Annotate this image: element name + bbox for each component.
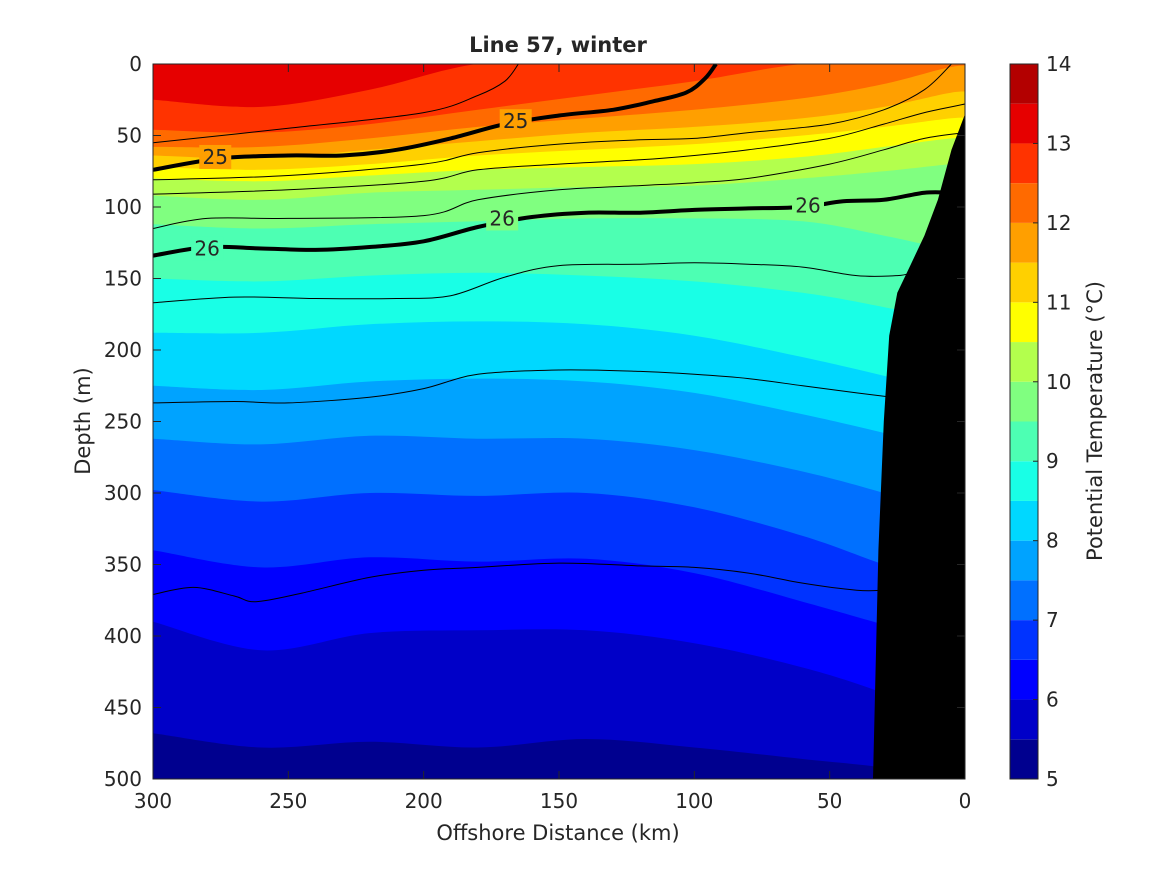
isopycnal-line-bold: [153, 190, 952, 258]
y-tick-label: 350: [104, 553, 142, 577]
y-tick-label: 500: [104, 767, 142, 791]
isopycnal-line: [153, 64, 952, 181]
colorbar-swatch: [1010, 342, 1038, 382]
colorbar-swatch: [1010, 500, 1038, 541]
y-tick-label: 250: [104, 410, 142, 434]
isopycnal-label: 26: [194, 236, 219, 260]
y-axis-label: Depth (m): [71, 367, 95, 474]
colorbar-tick-label: 5: [1046, 767, 1059, 791]
colorbar-tick-label: 9: [1046, 449, 1059, 473]
y-tick-label: 0: [129, 52, 142, 76]
isopycnal-label: 26: [489, 206, 514, 230]
colorbar-swatch: [1010, 222, 1038, 263]
y-tick-label: 100: [104, 195, 142, 219]
x-tick-label: 150: [540, 789, 578, 813]
x-axis-label: Offshore Distance (km): [436, 821, 679, 845]
x-tick-label: 0: [959, 789, 972, 813]
colorbar-tick-label: 13: [1046, 131, 1071, 155]
y-tick-label: 400: [104, 624, 142, 648]
x-tick-label: 250: [269, 789, 307, 813]
x-axis-ticks: 300 250 200 150 100 50 0: [134, 64, 971, 813]
x-tick-label: 50: [817, 789, 842, 813]
y-tick-label: 50: [117, 124, 142, 148]
colorbar-swatch: [1010, 381, 1038, 422]
isopycnal-line: [153, 562, 884, 603]
colorbar-swatch: [1010, 580, 1038, 621]
y-tick-label: 150: [104, 267, 142, 291]
isopycnal-line: [153, 262, 912, 304]
y-axis-ticks: 0 50 100 150 200 250 300 350 400 450 500: [104, 52, 965, 791]
colorbar-swatch: [1010, 699, 1038, 740]
chart-title: Line 57, winter: [469, 33, 647, 57]
isopycnal-line: [153, 132, 965, 229]
plot-area: 25 25 26 26 26: [153, 64, 965, 779]
colorbar-swatch: [1010, 620, 1038, 660]
isopycnal-label: 25: [203, 145, 228, 169]
colorbar-label: Potential Temperature (°C): [1083, 281, 1107, 561]
isopycnal-label: 26: [795, 194, 820, 218]
colorbar-swatch: [1010, 421, 1038, 462]
colorbar-tick-label: 6: [1046, 688, 1059, 712]
colorbar-tick-label: 12: [1046, 211, 1071, 235]
colorbar-swatch: [1010, 143, 1038, 184]
colorbar-frame: [1009, 63, 1039, 780]
y-tick-label: 300: [104, 481, 142, 505]
y-tick-label: 450: [104, 696, 142, 720]
colorbar-swatch: [1010, 659, 1038, 700]
colorbar-swatch: [1010, 540, 1038, 581]
colorbar-swatch: [1010, 262, 1038, 303]
isopycnal-line: [153, 103, 965, 195]
temperature-band: [153, 64, 965, 108]
colorbar-swatch: [1010, 64, 1038, 104]
colorbar-ticks: 5 6 7 8 9 10 11 12 13 14: [1033, 52, 1071, 791]
colorbar-tick-label: 7: [1046, 608, 1059, 632]
x-tick-label: 300: [134, 789, 172, 813]
colorbar-tick-label: 14: [1046, 52, 1071, 76]
colorbar-swatch: [1010, 103, 1038, 144]
colorbar-tick-label: 10: [1046, 370, 1071, 394]
colorbar: [1010, 64, 1038, 779]
colorbar-swatch: [1010, 739, 1038, 779]
isopycnal-label-bg: [486, 206, 519, 231]
x-tick-label: 100: [675, 789, 713, 813]
colorbar-tick-label: 8: [1046, 529, 1059, 553]
x-tick-label: 200: [405, 789, 443, 813]
isopycnal-labels: 25 25 26 26 26: [191, 109, 825, 261]
isopycnal-label-bg: [499, 109, 532, 134]
seafloor-bathymetry: [873, 114, 965, 779]
isopycnal-line: [153, 64, 519, 144]
temperature-bands: [153, 64, 965, 779]
isopycnal-line: [153, 369, 892, 404]
isopycnal-label-bg: [191, 236, 224, 261]
isopycnal-label: 25: [503, 109, 528, 133]
isopycnal-label-bg: [792, 193, 825, 218]
isopycnal-label-bg: [199, 144, 232, 169]
colorbar-tick-label: 11: [1046, 290, 1071, 314]
colorbar-swatch: [1010, 302, 1038, 343]
y-tick-label: 200: [104, 338, 142, 362]
colorbar-swatch: [1010, 461, 1038, 501]
colorbar-swatch: [1010, 183, 1038, 223]
